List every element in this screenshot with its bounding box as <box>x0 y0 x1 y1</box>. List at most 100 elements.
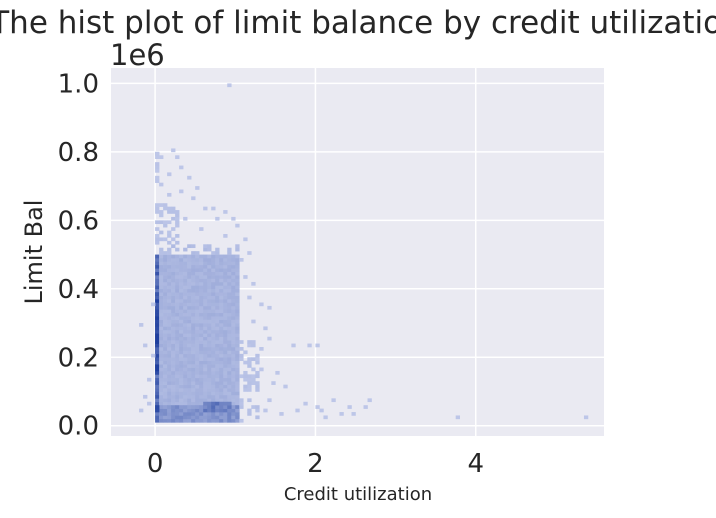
hist-cell <box>183 309 188 314</box>
hist-cell <box>159 309 164 314</box>
hist-cell <box>159 374 164 379</box>
hist-cell <box>163 261 168 266</box>
hist-cell <box>195 302 200 307</box>
hist-cell <box>167 281 172 286</box>
hist-cell <box>223 281 228 286</box>
hist-cell <box>171 398 176 403</box>
hist-cell <box>183 268 188 272</box>
hist-cell <box>175 408 180 413</box>
hist-cell <box>235 285 240 290</box>
hist-cell <box>207 370 212 375</box>
hist-cell <box>219 336 224 341</box>
hist-cell <box>167 357 172 361</box>
hist-cell <box>171 415 176 420</box>
hist-cell <box>175 367 180 372</box>
hist-cell <box>203 285 208 290</box>
hist-cell <box>187 323 192 327</box>
hist-cell <box>207 346 212 351</box>
hist-cell <box>171 316 176 320</box>
hist-cell <box>207 340 212 344</box>
hist-cell <box>167 316 172 320</box>
hist-cell <box>175 333 180 338</box>
hist-cell <box>255 357 260 361</box>
hist-cell <box>175 388 180 392</box>
hist-cell <box>167 312 172 317</box>
hist-cell <box>219 384 224 389</box>
hist-cell <box>183 323 188 327</box>
hist-cell <box>155 299 160 303</box>
hist-cell <box>215 377 220 382</box>
hist-cell <box>159 247 164 252</box>
hist-cell <box>215 394 220 399</box>
hist-cell <box>211 268 216 272</box>
hist-cell <box>247 384 252 389</box>
hist-cell <box>235 381 240 385</box>
hist-cell <box>155 179 160 183</box>
hist-cell <box>187 384 192 389</box>
hist-cell <box>207 394 212 399</box>
hist-cell <box>235 305 240 310</box>
hist-cell <box>171 302 176 307</box>
hist-cell <box>159 394 164 399</box>
hist-cell <box>195 360 200 365</box>
hist-cell <box>215 216 220 221</box>
hist-cell <box>247 364 252 368</box>
hist-cell <box>211 251 216 255</box>
hist-cell <box>195 377 200 382</box>
hist-cell <box>159 346 164 351</box>
hist-cell <box>191 364 196 368</box>
hist-cell <box>179 388 184 392</box>
hist-cell <box>187 312 192 317</box>
hist-cell <box>155 329 160 334</box>
hist-cell <box>179 415 184 420</box>
hist-cell <box>223 309 228 314</box>
hist-cell <box>155 234 160 238</box>
hist-cell <box>191 288 196 293</box>
hist-cell <box>163 364 168 368</box>
hist-cell <box>203 408 208 413</box>
hist-cell <box>155 305 160 310</box>
hist-cell <box>183 401 188 406</box>
hist-cell <box>187 257 192 262</box>
hist-cell <box>203 268 208 272</box>
hist-cell <box>159 230 164 235</box>
hist-cell <box>211 364 216 368</box>
hist-cell <box>175 302 180 307</box>
hist-cell <box>227 268 232 272</box>
hist-cell <box>211 357 216 361</box>
hist-cell <box>179 302 184 307</box>
hist-cell <box>155 401 160 406</box>
hist-cell <box>207 295 212 300</box>
hist-cell <box>223 370 228 375</box>
histogram-cells <box>139 83 589 423</box>
hist-cell <box>211 281 216 286</box>
hist-cell <box>163 391 168 396</box>
hist-cell <box>183 370 188 375</box>
hist-cell <box>171 275 176 279</box>
hist-cell <box>167 251 172 255</box>
hist-cell <box>171 333 176 338</box>
hist-cell <box>191 336 196 341</box>
hist-cell <box>167 384 172 389</box>
hist-cell <box>163 336 168 341</box>
hist-cell <box>203 295 208 300</box>
hist-cell <box>171 381 176 385</box>
hist-cell <box>235 302 240 307</box>
hist-cell <box>155 285 160 290</box>
hist-cell <box>219 340 224 344</box>
hist-cell <box>159 323 164 327</box>
hist-cell <box>159 319 164 324</box>
hist-cell <box>175 357 180 361</box>
hist-cell <box>179 408 184 413</box>
hist-cell <box>183 292 188 296</box>
hist-cell <box>155 364 160 368</box>
hist-cell <box>175 401 180 406</box>
hist-cell <box>175 418 180 423</box>
hist-cell <box>167 275 172 279</box>
hist-cell <box>187 346 192 351</box>
hist-cell <box>231 364 236 368</box>
hist-cell <box>171 271 176 276</box>
hist-cell <box>191 360 196 365</box>
hist-cell <box>179 319 184 324</box>
hist-cell <box>235 374 240 379</box>
